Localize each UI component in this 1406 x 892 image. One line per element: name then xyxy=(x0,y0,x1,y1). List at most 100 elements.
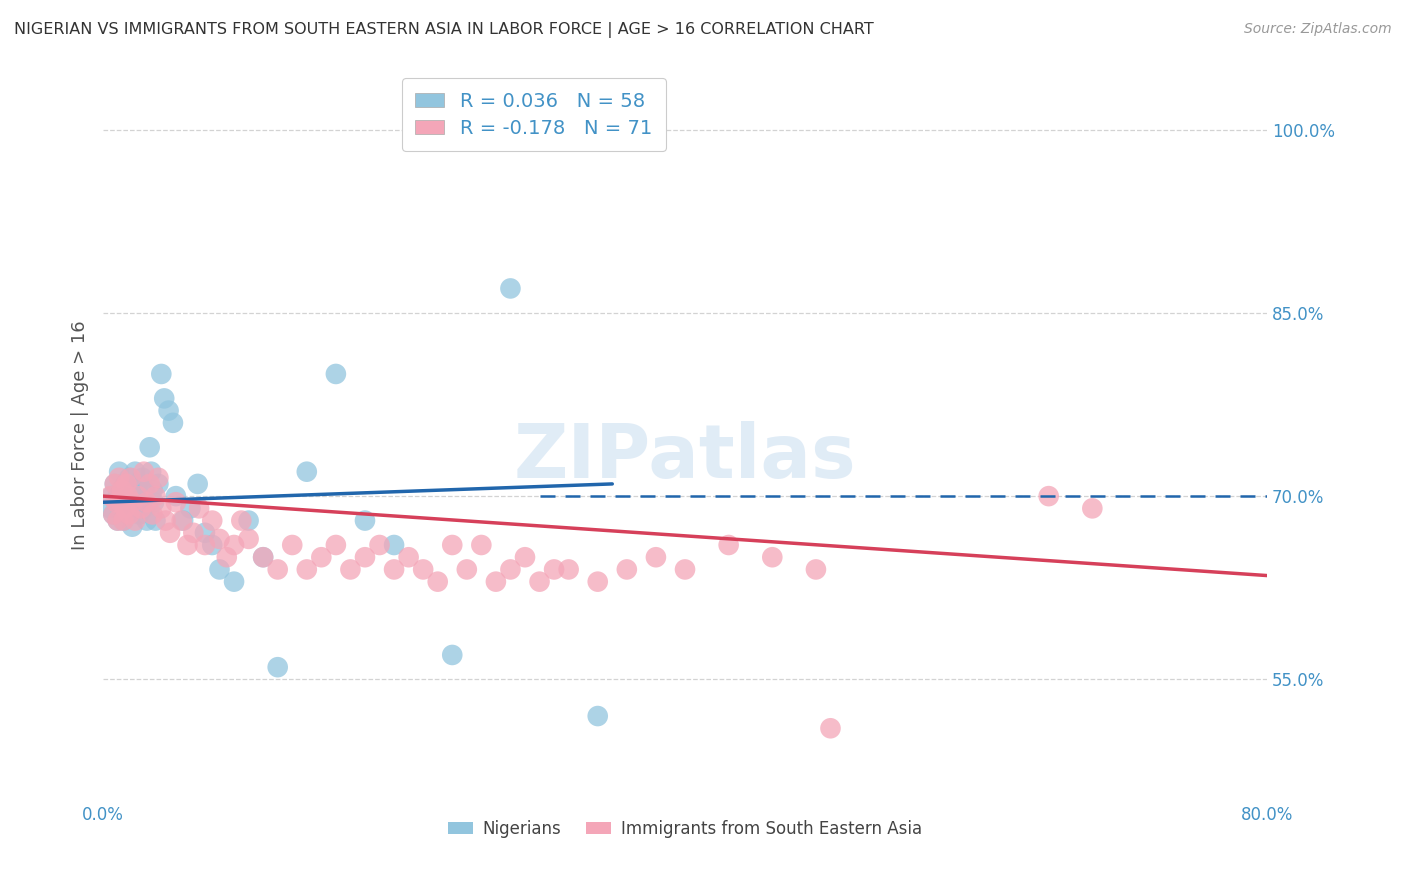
Point xyxy=(124,465,146,479)
Point xyxy=(382,538,405,552)
Point xyxy=(441,648,464,662)
Point xyxy=(1081,501,1104,516)
Point xyxy=(201,538,224,552)
Point xyxy=(127,489,149,503)
Point xyxy=(142,508,165,522)
Point xyxy=(499,562,522,576)
Point xyxy=(131,471,153,485)
Point xyxy=(513,550,536,565)
Text: ZIPatlas: ZIPatlas xyxy=(513,420,856,493)
Point xyxy=(215,550,238,565)
Point xyxy=(127,477,149,491)
Point xyxy=(398,550,420,565)
Point xyxy=(159,525,181,540)
Point xyxy=(382,562,405,576)
Point xyxy=(105,495,128,509)
Point xyxy=(125,495,148,509)
Point xyxy=(172,514,194,528)
Point xyxy=(129,501,152,516)
Point xyxy=(170,514,193,528)
Point xyxy=(155,514,177,528)
Point xyxy=(103,508,125,522)
Point xyxy=(181,525,204,540)
Point xyxy=(118,508,141,522)
Point xyxy=(354,550,377,565)
Text: NIGERIAN VS IMMIGRANTS FROM SOUTH EASTERN ASIA IN LABOR FORCE | AGE > 16 CORRELA: NIGERIAN VS IMMIGRANTS FROM SOUTH EASTER… xyxy=(14,22,873,38)
Point xyxy=(499,281,522,295)
Point xyxy=(136,495,159,509)
Point xyxy=(761,550,783,565)
Point xyxy=(111,483,134,497)
Point xyxy=(586,574,609,589)
Point xyxy=(110,495,132,509)
Point xyxy=(107,489,129,503)
Point xyxy=(252,550,274,565)
Point xyxy=(194,525,217,540)
Point xyxy=(108,465,131,479)
Point xyxy=(804,562,827,576)
Point xyxy=(135,495,157,509)
Point xyxy=(115,489,138,503)
Point xyxy=(188,501,211,516)
Point xyxy=(456,562,478,576)
Point xyxy=(485,574,508,589)
Y-axis label: In Labor Force | Age > 16: In Labor Force | Age > 16 xyxy=(72,320,89,549)
Point xyxy=(252,550,274,565)
Point xyxy=(115,477,138,491)
Point xyxy=(179,501,201,516)
Point xyxy=(103,508,125,522)
Point xyxy=(165,495,187,509)
Point xyxy=(176,538,198,552)
Point xyxy=(441,538,464,552)
Point xyxy=(295,562,318,576)
Point xyxy=(208,562,231,576)
Point xyxy=(111,483,134,497)
Point xyxy=(132,501,155,516)
Point xyxy=(165,489,187,503)
Point xyxy=(114,501,136,516)
Point xyxy=(121,489,143,503)
Point xyxy=(231,514,253,528)
Point xyxy=(104,477,127,491)
Point xyxy=(157,403,180,417)
Point xyxy=(112,514,135,528)
Point xyxy=(150,367,173,381)
Point xyxy=(222,538,245,552)
Point xyxy=(295,465,318,479)
Point xyxy=(470,538,492,552)
Point xyxy=(114,477,136,491)
Point xyxy=(325,538,347,552)
Point xyxy=(145,489,167,503)
Point xyxy=(673,562,696,576)
Point xyxy=(150,501,173,516)
Point xyxy=(105,495,128,509)
Point xyxy=(153,392,176,406)
Point xyxy=(128,508,150,522)
Point xyxy=(267,660,290,674)
Point xyxy=(543,562,565,576)
Point xyxy=(138,477,160,491)
Point xyxy=(187,477,209,491)
Point xyxy=(208,532,231,546)
Point xyxy=(1038,489,1060,503)
Point xyxy=(368,538,391,552)
Point xyxy=(110,495,132,509)
Point xyxy=(117,489,139,503)
Point xyxy=(120,495,142,509)
Point xyxy=(201,514,224,528)
Point xyxy=(194,538,217,552)
Point xyxy=(426,574,449,589)
Point xyxy=(121,495,143,509)
Point xyxy=(122,501,145,516)
Point xyxy=(311,550,333,565)
Point xyxy=(108,471,131,485)
Point xyxy=(281,538,304,552)
Point xyxy=(717,538,740,552)
Point xyxy=(107,514,129,528)
Legend: Nigerians, Immigrants from South Eastern Asia: Nigerians, Immigrants from South Eastern… xyxy=(441,814,929,845)
Point xyxy=(557,562,579,576)
Point xyxy=(120,471,142,485)
Point xyxy=(132,465,155,479)
Point xyxy=(107,514,129,528)
Point xyxy=(139,465,162,479)
